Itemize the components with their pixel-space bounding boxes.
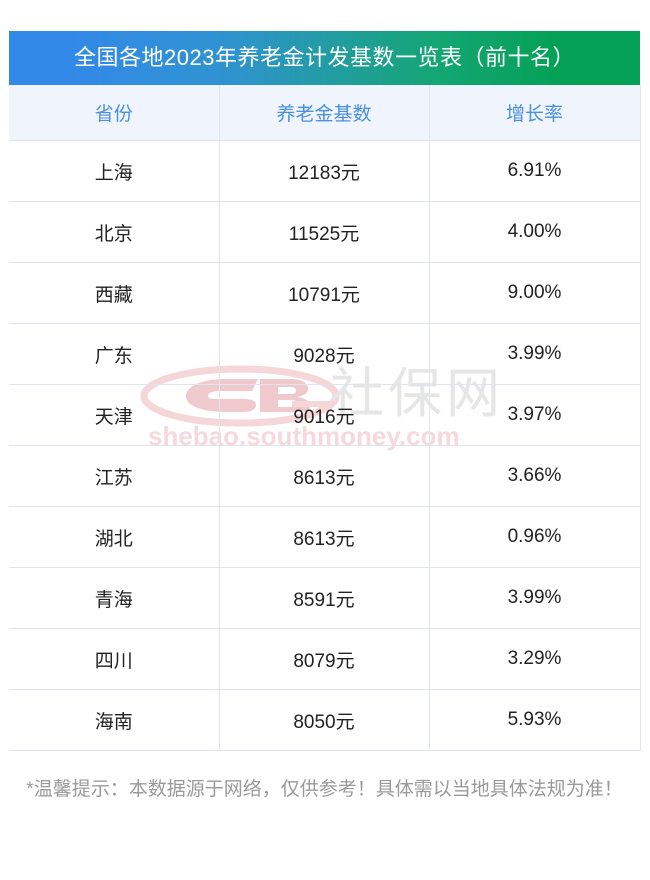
cell-province: 广东 <box>9 323 220 385</box>
cell-province: 湖北 <box>9 506 220 568</box>
cell-growth-rate: 9.00% <box>429 262 641 324</box>
table-row: 青海 8591元 3.99% <box>9 567 641 629</box>
disclaimer-note: *温馨提示：本数据源于网络，仅供参考！具体需以当地具体法规为准！ <box>26 779 623 800</box>
cell-province: 四川 <box>9 628 220 690</box>
cell-growth-rate: 3.99% <box>429 567 641 629</box>
table-row: 江苏 8613元 3.66% <box>9 445 641 507</box>
cell-growth-rate: 0.96% <box>429 506 641 568</box>
table-row: 上海 12183元 6.91% <box>9 140 641 202</box>
table-header-row: 省份 养老金基数 增长率 <box>9 85 641 141</box>
cell-pension-base: 10791元 <box>219 262 430 324</box>
table-row: 海南 8050元 5.93% <box>9 689 641 751</box>
table-row: 西藏 10791元 9.00% <box>9 262 641 324</box>
cell-growth-rate: 3.29% <box>429 628 641 690</box>
cell-growth-rate: 4.00% <box>429 201 641 263</box>
cell-pension-base: 8613元 <box>219 506 430 568</box>
table-row: 湖北 8613元 0.96% <box>9 506 641 568</box>
pension-base-table: 省份 养老金基数 增长率 上海 12183元 6.91% 北京 11525元 4… <box>9 85 641 751</box>
cell-growth-rate: 3.99% <box>429 323 641 385</box>
table-row: 北京 11525元 4.00% <box>9 201 641 263</box>
cell-pension-base: 8591元 <box>219 567 430 629</box>
cell-province: 上海 <box>9 140 220 202</box>
table-body: 上海 12183元 6.91% 北京 11525元 4.00% 西藏 10791… <box>9 140 641 751</box>
cell-province: 江苏 <box>9 445 220 507</box>
table-head: 省份 养老金基数 增长率 <box>9 85 641 141</box>
cell-province: 青海 <box>9 567 220 629</box>
cell-province: 西藏 <box>9 262 220 324</box>
column-header-growth-rate: 增长率 <box>429 85 641 141</box>
cell-pension-base: 8050元 <box>219 689 430 751</box>
table-title-banner: 全国各地2023年养老金计发基数一览表（前十名） <box>9 31 640 85</box>
cell-pension-base: 8079元 <box>219 628 430 690</box>
cell-pension-base: 9028元 <box>219 323 430 385</box>
column-header-province: 省份 <box>9 85 220 141</box>
table-row: 四川 8079元 3.29% <box>9 628 641 690</box>
column-header-pension-base: 养老金基数 <box>219 85 430 141</box>
cell-province: 海南 <box>9 689 220 751</box>
cell-growth-rate: 3.97% <box>429 384 641 446</box>
cell-pension-base: 12183元 <box>219 140 430 202</box>
cell-pension-base: 8613元 <box>219 445 430 507</box>
table-row: 天津 9016元 3.97% <box>9 384 641 446</box>
cell-pension-base: 11525元 <box>219 201 430 263</box>
cell-growth-rate: 5.93% <box>429 689 641 751</box>
table-row: 广东 9028元 3.99% <box>9 323 641 385</box>
cell-growth-rate: 6.91% <box>429 140 641 202</box>
cell-province: 天津 <box>9 384 220 446</box>
cell-growth-rate: 3.66% <box>429 445 641 507</box>
cell-pension-base: 9016元 <box>219 384 430 446</box>
cell-province: 北京 <box>9 201 220 263</box>
